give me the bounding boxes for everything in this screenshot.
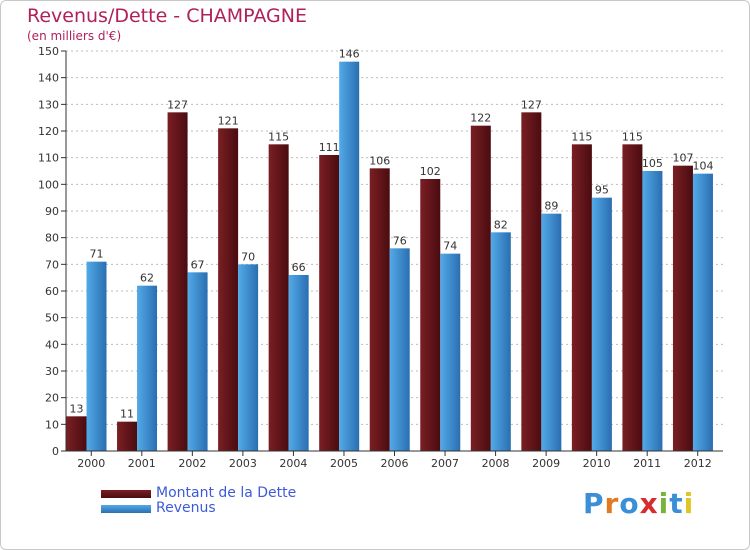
data-label-revenue-2011: 105 (642, 157, 663, 170)
data-label-debt-2006: 106 (369, 154, 390, 167)
legend-label-debt: Montant de la Dette (156, 485, 297, 501)
bar-revenue-2001 (137, 285, 158, 451)
x-tick-label-2002: 2002 (178, 457, 206, 470)
bar-debt-2001 (117, 421, 138, 451)
bar-debt-2012 (672, 165, 693, 451)
y-tick-label: 110 (38, 152, 59, 165)
bar-revenue-2008 (490, 232, 511, 451)
legend-label-revenue: Revenus (156, 500, 216, 516)
data-label-debt-2011: 115 (622, 130, 643, 143)
y-tick-label: 120 (38, 125, 59, 138)
y-tick-label: 70 (45, 258, 59, 271)
bar-debt-2006 (369, 168, 390, 452)
bar-revenue-2011 (642, 171, 663, 451)
data-label-revenue-2005: 146 (339, 48, 360, 61)
bar-revenue-2010 (591, 197, 612, 451)
y-tick-label: 130 (38, 98, 59, 111)
logo-letter: x (639, 487, 659, 520)
data-label-debt-2005: 111 (319, 141, 340, 154)
data-label-revenue-2004: 66 (292, 261, 306, 274)
data-label-revenue-2009: 89 (544, 200, 558, 213)
y-tick-label: 150 (38, 45, 59, 58)
x-tick-label-2000: 2000 (77, 457, 105, 470)
legend-swatch-debt (101, 490, 151, 498)
data-label-revenue-2007: 74 (443, 240, 457, 253)
bar-revenue-2007 (440, 253, 461, 451)
bar-debt-2003 (218, 128, 239, 451)
bar-debt-2008 (470, 125, 491, 452)
y-tick-label: 140 (38, 72, 59, 85)
chart-subtitle: (en milliers d'€) (27, 29, 122, 43)
chart-title: Revenus/Dette - CHAMPAGNE (27, 5, 307, 27)
y-tick-label: 40 (45, 338, 59, 351)
data-label-debt-2004: 115 (268, 130, 289, 143)
bar-revenue-2012 (692, 173, 713, 451)
data-label-revenue-2002: 67 (191, 258, 205, 271)
x-tick-label-2007: 2007 (431, 457, 459, 470)
data-label-revenue-2003: 70 (241, 250, 255, 263)
bar-revenue-2004 (288, 275, 309, 451)
bar-debt-2011 (622, 144, 643, 452)
x-tick-label-2010: 2010 (583, 457, 611, 470)
y-tick-label: 90 (45, 205, 59, 218)
bar-revenue-2005 (339, 61, 360, 452)
data-label-debt-2002: 127 (167, 98, 188, 111)
x-tick-label-2008: 2008 (482, 457, 510, 470)
data-label-revenue-2010: 95 (595, 184, 609, 197)
logo-letter: P (583, 487, 605, 520)
y-tick-label: 60 (45, 285, 59, 298)
bar-debt-2010 (571, 144, 592, 452)
bar-revenue-2009 (541, 213, 562, 451)
data-label-debt-2000: 13 (70, 402, 84, 415)
data-label-revenue-2006: 76 (393, 234, 407, 247)
bar-debt-2000 (66, 416, 87, 451)
data-label-debt-2012: 107 (672, 152, 693, 165)
y-tick-label: 0 (52, 445, 59, 458)
x-tick-label-2011: 2011 (633, 457, 661, 470)
bar-debt-2004 (268, 144, 289, 452)
bar-debt-2009 (521, 112, 542, 451)
x-tick-label-2001: 2001 (128, 457, 156, 470)
logo-letter: i (683, 487, 695, 520)
bar-revenue-2000 (86, 261, 107, 451)
y-tick-label: 10 (45, 418, 59, 431)
bar-revenue-2002 (187, 272, 208, 451)
data-label-revenue-2000: 71 (90, 248, 104, 261)
logo-letter: r (604, 487, 620, 520)
y-tick-label: 30 (45, 365, 59, 378)
data-label-debt-2003: 121 (218, 114, 239, 127)
bar-debt-2005 (319, 155, 340, 451)
data-label-debt-2010: 115 (571, 130, 592, 143)
x-tick-label-2004: 2004 (279, 457, 307, 470)
data-label-debt-2001: 11 (120, 408, 134, 421)
y-tick-label: 20 (45, 392, 59, 405)
x-tick-label-2006: 2006 (381, 457, 409, 470)
logo-letter: o (619, 487, 640, 520)
data-label-debt-2009: 127 (521, 98, 542, 111)
data-label-debt-2007: 102 (420, 165, 441, 178)
bar-debt-2002 (167, 112, 188, 451)
bar-revenue-2003 (238, 264, 259, 451)
data-label-debt-2008: 122 (470, 112, 491, 125)
data-label-revenue-2012: 104 (692, 160, 713, 173)
y-tick-label: 50 (45, 312, 59, 325)
legend-swatch-revenue (101, 505, 151, 513)
bar-revenue-2006 (389, 248, 410, 451)
bar-debt-2007 (420, 179, 441, 451)
data-label-revenue-2001: 62 (140, 272, 154, 285)
proxiti-logo: Proxiti (583, 487, 694, 520)
y-tick-label: 80 (45, 232, 59, 245)
x-tick-label-2009: 2009 (532, 457, 560, 470)
x-tick-label-2003: 2003 (229, 457, 257, 470)
data-label-revenue-2008: 82 (494, 218, 508, 231)
logo-letter: i (658, 487, 670, 520)
x-tick-label-2005: 2005 (330, 457, 358, 470)
x-tick-label-2012: 2012 (684, 457, 712, 470)
y-tick-label: 100 (38, 178, 59, 191)
logo-letter: t (669, 487, 684, 520)
